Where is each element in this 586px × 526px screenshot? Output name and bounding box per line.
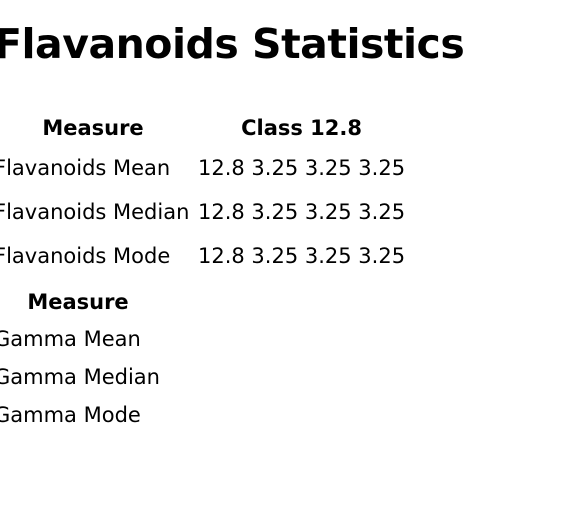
measure-cell: Gamma Mean <box>0 327 141 351</box>
header-row: Measure Class 12.8 <box>0 110 405 146</box>
column-header-measure: Measure <box>42 116 144 140</box>
table-row: Flavanoids Mean 12.8 3.25 3.25 3.25 <box>0 146 405 190</box>
flavanoids-table-body: Flavanoids Mean 12.8 3.25 3.25 3.25 Flav… <box>0 146 405 278</box>
value-cell: 12.8 3.25 3.25 3.25 <box>198 244 406 268</box>
flavanoids-table-header: Measure Class 12.8 <box>0 110 405 146</box>
table-row: Gamma Mean <box>0 320 162 358</box>
column-header-measure: Measure <box>27 290 129 314</box>
gamma-table-body: Gamma Mean Gamma Median Gamma Mode <box>0 320 162 434</box>
table-row: Flavanoids Mode 12.8 3.25 3.25 3.25 <box>0 234 405 278</box>
page-title: Flavanoids Statistics <box>0 20 465 68</box>
measure-cell: Gamma Mode <box>0 403 141 427</box>
header-row: Measure <box>0 284 162 320</box>
measure-cell: Flavanoids Mode <box>0 244 171 268</box>
measure-cell: Flavanoids Mean <box>0 156 171 180</box>
value-cell: 12.8 3.25 3.25 3.25 <box>198 156 406 180</box>
table-row: Gamma Median <box>0 358 162 396</box>
measure-cell: Flavanoids Median <box>0 200 190 224</box>
flavanoids-statistics-table: Measure Class 12.8 Flavanoids Mean 12.8 … <box>0 110 405 278</box>
value-cell: 12.8 3.25 3.25 3.25 <box>198 200 406 224</box>
measure-cell: Gamma Median <box>0 365 160 389</box>
gamma-statistics-table: Measure Gamma Mean Gamma Median Gamma Mo… <box>0 284 162 434</box>
gamma-table-header: Measure <box>0 284 162 320</box>
table-row: Gamma Mode <box>0 396 162 434</box>
column-header-class: Class 12.8 <box>241 116 362 140</box>
table-row: Flavanoids Median 12.8 3.25 3.25 3.25 <box>0 190 405 234</box>
